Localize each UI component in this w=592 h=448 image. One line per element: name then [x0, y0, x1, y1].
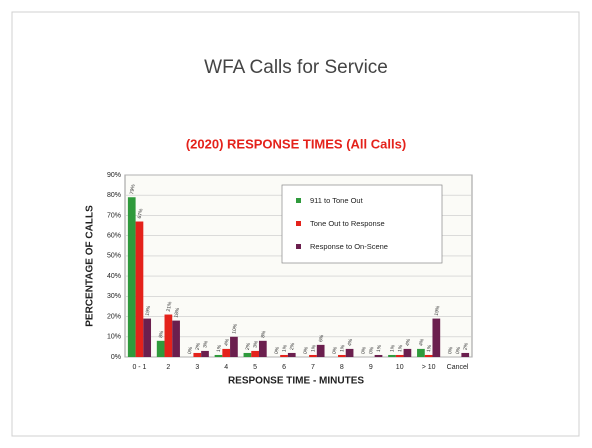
bar — [338, 354, 346, 357]
data-label: 0% — [274, 346, 281, 355]
data-label: 0% — [303, 346, 310, 355]
bar — [424, 354, 433, 357]
bar — [258, 340, 267, 357]
bar — [374, 354, 383, 357]
data-label: 1% — [376, 344, 383, 353]
bar — [143, 318, 152, 357]
data-label: 4% — [347, 338, 354, 347]
bar — [309, 354, 317, 357]
bar — [316, 344, 325, 357]
data-label: 19% — [145, 305, 153, 316]
data-label: 18% — [173, 307, 181, 318]
bar — [395, 354, 404, 357]
data-label: 2% — [245, 342, 252, 351]
y-tick-label: 30% — [107, 293, 121, 300]
bar — [164, 314, 173, 357]
bar — [135, 221, 144, 357]
slide-title: WFA Calls for Service — [204, 57, 388, 78]
x-tick-label: Cancel — [447, 364, 469, 371]
data-label: 0% — [368, 346, 375, 355]
bar — [201, 350, 209, 357]
data-label: 19% — [434, 305, 442, 316]
data-label: 0% — [360, 346, 367, 355]
data-label: 4% — [418, 338, 425, 347]
x-tick-label: 2 — [166, 364, 170, 371]
y-tick-label: 20% — [107, 313, 121, 320]
bar — [230, 336, 238, 357]
bar — [287, 352, 296, 357]
bar — [251, 350, 259, 357]
bar — [172, 320, 180, 357]
x-tick-label: > 10 — [422, 364, 436, 371]
bar — [243, 352, 252, 357]
x-tick-label: 5 — [253, 364, 257, 371]
x-tick-label: 6 — [282, 364, 286, 371]
y-tick-label: 10% — [107, 334, 121, 341]
bar — [403, 348, 412, 357]
legend-swatch — [296, 221, 301, 226]
bar — [156, 340, 165, 357]
bar — [193, 352, 202, 357]
chart-title: (2020) RESPONSE TIMES (All Calls) — [186, 136, 406, 151]
y-tick-label: 70% — [107, 212, 121, 219]
bar — [222, 348, 231, 357]
data-label: 1% — [281, 344, 288, 353]
x-tick-label: 3 — [195, 364, 199, 371]
data-label: 6% — [318, 334, 325, 343]
data-label: 2% — [463, 342, 470, 351]
bar — [461, 352, 470, 357]
bar — [214, 354, 223, 357]
y-axis-title: PERCENTAGE OF CALLS — [85, 205, 96, 327]
data-label: 8% — [158, 330, 165, 339]
data-label: 1% — [310, 344, 317, 353]
legend-box — [281, 184, 443, 264]
data-label: 2% — [289, 342, 296, 351]
x-tick-label: 10 — [396, 364, 404, 371]
data-label: 79% — [129, 183, 137, 194]
y-tick-label: 0% — [111, 354, 121, 361]
y-tick-label: 80% — [107, 192, 121, 199]
data-label: 1% — [339, 344, 346, 353]
legend-swatch — [296, 198, 301, 203]
bar — [417, 348, 425, 357]
data-label: 0% — [332, 346, 339, 355]
y-tick-label: 50% — [107, 253, 121, 260]
data-label: 0% — [455, 346, 462, 355]
data-label: 1% — [216, 344, 223, 353]
data-label: 0% — [187, 346, 194, 355]
data-label: 0% — [447, 346, 454, 355]
data-label: 8% — [260, 330, 267, 339]
y-tick-label: 60% — [107, 233, 121, 240]
x-axis-title: RESPONSE TIME - MINUTES — [228, 376, 364, 387]
data-label: 1% — [426, 344, 433, 353]
legend-label: 911 to Tone Out — [310, 196, 364, 205]
legend-label: Tone Out to Response — [310, 219, 385, 228]
data-label: 21% — [166, 301, 174, 312]
data-label: 3% — [252, 340, 259, 349]
x-tick-label: 0 - 1 — [132, 364, 146, 371]
data-label: 10% — [231, 323, 239, 334]
x-tick-label: 9 — [369, 364, 373, 371]
x-tick-label: 4 — [224, 364, 228, 371]
x-tick-label: 8 — [340, 364, 344, 371]
data-label: 1% — [397, 344, 404, 353]
legend-swatch — [296, 244, 301, 249]
bar — [432, 318, 441, 357]
data-label: 3% — [202, 340, 209, 349]
y-tick-label: 90% — [107, 172, 121, 179]
data-label: 1% — [389, 344, 396, 353]
data-label: 4% — [405, 338, 412, 347]
x-tick-label: 7 — [311, 364, 315, 371]
y-tick-label: 40% — [107, 273, 121, 280]
data-label: 2% — [195, 342, 202, 351]
bar — [388, 354, 396, 357]
legend-label: Response to On-Scene — [310, 242, 388, 251]
bar — [280, 354, 288, 357]
bar — [127, 197, 136, 357]
bar — [345, 348, 354, 357]
data-label: 67% — [137, 208, 145, 219]
data-label: 4% — [224, 338, 231, 347]
